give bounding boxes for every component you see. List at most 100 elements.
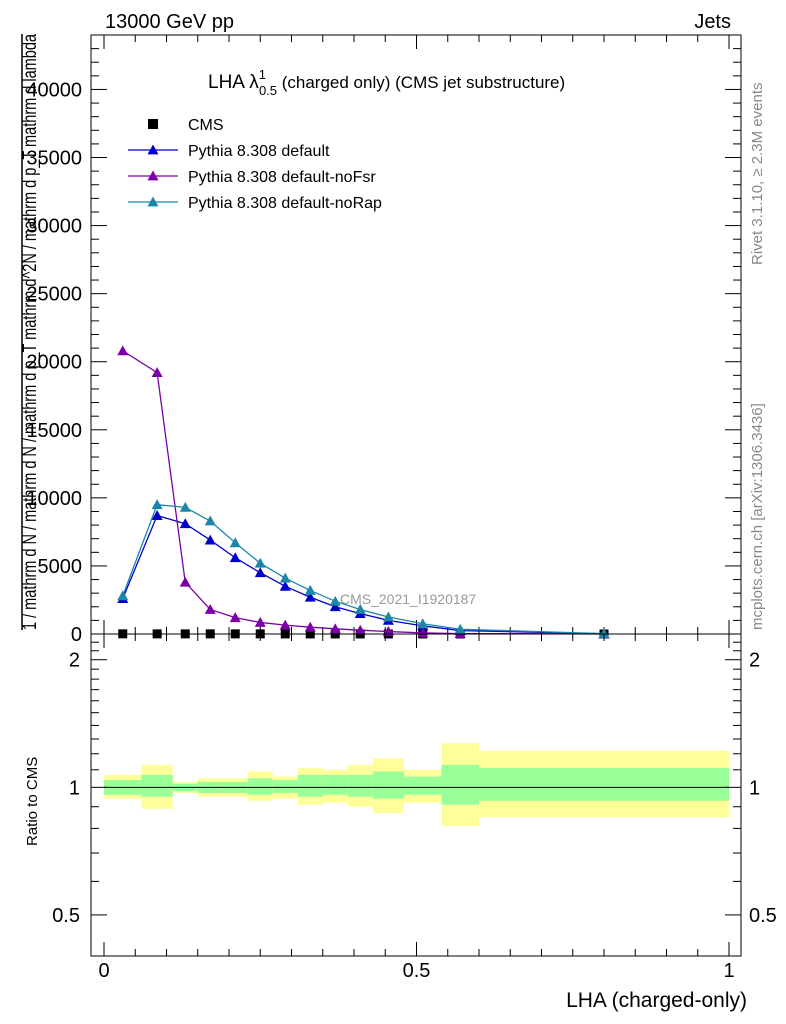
analysis-watermark: CMS_2021_I1920187 (340, 591, 476, 607)
series-marker (229, 552, 241, 563)
ratio-band-green (404, 776, 442, 795)
y-tick-label: 40000 (26, 79, 82, 101)
y-tick-label: 10000 (26, 488, 82, 510)
x-tick-label: 0 (98, 960, 109, 982)
series-marker (304, 621, 316, 632)
legend-label: Pythia 8.308 default-noRap (188, 195, 382, 212)
y-tick-label: 5000 (38, 556, 83, 578)
legend: CMS Pythia 8.308 default Pythia 8.308 defa… (128, 117, 382, 212)
series-marker (279, 572, 291, 583)
legend-label: CMS (188, 117, 224, 134)
ratio-y-label: Ratio to CMS (24, 757, 41, 846)
series-line (122, 350, 605, 635)
ratio-y-tick-label: 0.5 (52, 905, 80, 927)
x-tick-label: 0.5 (403, 960, 431, 982)
y-tick-label: 30000 (26, 216, 82, 238)
series-marker (204, 534, 216, 545)
rivet-label: Rivet 3.1.10, ≥ 2.3M events (749, 83, 766, 266)
series-marker (151, 499, 163, 510)
series-marker (179, 576, 191, 587)
legend-marker (147, 170, 159, 181)
y-tick-label: 35000 (26, 148, 82, 170)
legend-marker (147, 196, 159, 207)
ratio-band-green (479, 768, 729, 801)
chart-title-suffix: (charged only) (CMS jet substructure) (277, 73, 565, 92)
series-marker (229, 537, 241, 548)
series-marker (417, 618, 429, 629)
ratio-band-green (441, 764, 479, 805)
legend-item: Pythia 8.308 default (128, 143, 330, 160)
series-1 (117, 510, 610, 639)
ratio-band-green (347, 774, 373, 797)
y-tick-label: 0 (71, 624, 82, 646)
series-marker (382, 626, 394, 636)
mcplots-label: mcplots.cern.ch [arXiv:1306.3436] (749, 403, 766, 630)
series-marker (179, 501, 191, 512)
ratio-panel: 0.5 0.51 12 2 0 0.5 1 Ratio to CMS LHA (charg… (24, 633, 777, 1012)
main-y-tick-labels: 0 5000 10000 15000 20000 25000 30000 35000 40000 (26, 79, 82, 646)
series-3 (117, 499, 610, 638)
legend-item: Pythia 8.308 default-noFsr (128, 169, 376, 186)
series-marker (329, 623, 341, 634)
ratio-band-green (322, 774, 348, 795)
ratio-band-green (247, 778, 273, 795)
series-marker (354, 603, 366, 614)
series-marker (229, 612, 241, 623)
series-marker (254, 616, 266, 627)
ratio-band-green (297, 774, 323, 797)
ratio-y-tick-label: 1 (69, 777, 80, 799)
y-tick-label: 20000 (26, 352, 82, 374)
series-marker (279, 580, 291, 591)
series-2 (117, 345, 610, 639)
series-marker (382, 611, 394, 622)
y-tick-label: 15000 (26, 420, 82, 442)
x-axis-label: LHA (charged-only) (566, 989, 747, 1012)
series-marker (454, 623, 466, 634)
ratio-band-green (272, 780, 298, 793)
legend-label: Pythia 8.308 default (188, 143, 330, 160)
ratio-axis-ticks (91, 634, 741, 956)
energy-label: 13000 GeV pp (105, 11, 234, 33)
series-marker (117, 590, 129, 601)
series-marker (598, 628, 610, 638)
series-marker (304, 591, 316, 602)
ratio-y-tick-label-right: 2 (749, 650, 760, 672)
series-marker (304, 584, 316, 595)
chart-title: LHA λ1 0.5 (charged only) (CMS jet substr… (208, 67, 565, 98)
series-marker (204, 603, 216, 614)
series-marker (254, 557, 266, 568)
y-axis-label: 1 / mathrm d N / mathrm d N / mathrm d p… (20, 34, 41, 630)
series-marker (179, 518, 191, 529)
series-marker (151, 510, 163, 520)
x-tick-label: 1 (723, 960, 734, 982)
series-marker (151, 367, 163, 378)
ratio-bands (104, 743, 729, 827)
ratio-y-tick-labels: 0.5 0.5 1 1 2 2 (52, 650, 777, 927)
series-marker (354, 624, 366, 635)
legend-marker (147, 144, 159, 155)
series-marker (254, 567, 266, 578)
ratio-y-tick-label-right: 1 (749, 777, 760, 799)
legend-item: CMS (148, 117, 224, 134)
ratio-y-tick-label: 2 (69, 650, 80, 672)
series-marker (204, 515, 216, 526)
legend-marker (148, 119, 158, 129)
series-marker (329, 601, 341, 612)
series-marker (279, 619, 291, 630)
ratio-y-tick-label-right: 0.5 (749, 905, 777, 927)
x-tick-labels: 0 0.5 1 (98, 960, 734, 982)
y-tick-label: 25000 (26, 284, 82, 306)
chart-title-sup: 1 (259, 67, 266, 82)
legend-label: Pythia 8.308 default-noFsr (188, 169, 376, 186)
series-marker (417, 627, 429, 638)
series-marker (329, 595, 341, 606)
series-marker (117, 345, 129, 356)
chart-title-sub: 0.5 (259, 83, 277, 98)
legend-item: Pythia 8.308 default-noRap (128, 195, 382, 212)
ratio-band-green (141, 774, 173, 797)
process-label: Jets (694, 11, 731, 33)
ratio-band-green (372, 771, 404, 799)
chart-title-prefix: LHA λ (208, 72, 259, 93)
main-panel: 0 5000 10000 15000 20000 25000 30000 35000 40000… (20, 34, 742, 646)
